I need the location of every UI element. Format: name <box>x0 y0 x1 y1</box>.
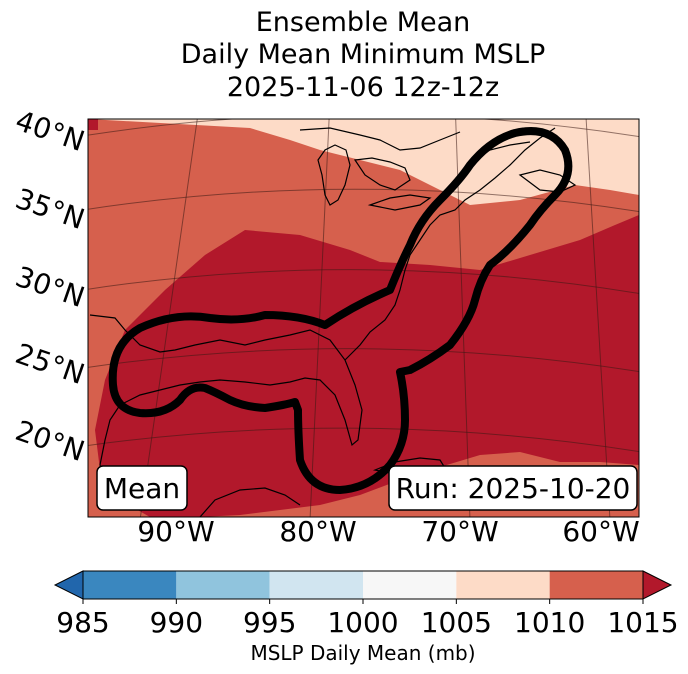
colorbar-tick-label-6: 1015 <box>607 606 678 639</box>
colorbar-bin-2 <box>269 571 363 599</box>
title-line-2: Daily Mean Minimum MSLP <box>181 39 546 70</box>
colorbar-bin-4 <box>456 571 550 599</box>
field-core-corner <box>88 119 98 130</box>
title-line-1: Ensemble Mean <box>256 7 471 38</box>
mean-box: Mean <box>96 465 188 511</box>
lon-label-60w: 60°W <box>562 515 639 548</box>
latitude-labels: 40°N 35°N 30°N 25°N 20°N <box>11 104 88 468</box>
title-line-3: 2025-11-06 12z-12z <box>227 72 499 103</box>
lat-label-25: 25°N <box>11 337 88 391</box>
colorbar-tick-label-0: 985 <box>56 606 109 639</box>
colorbar-label: MSLP Daily Mean (mb) <box>250 641 475 665</box>
colorbar-bin-5 <box>549 571 643 599</box>
lat-label-20: 20°N <box>11 414 88 468</box>
colorbar-bin-0 <box>83 571 177 599</box>
run-label: Run: 2025-10-20 <box>396 472 631 505</box>
map-area <box>88 119 639 517</box>
mean-label: Mean <box>104 472 180 505</box>
colorbar-tick-label-3: 1000 <box>327 606 398 639</box>
colorbar-under-arrow <box>53 570 84 600</box>
run-box: Run: 2025-10-20 <box>388 465 638 511</box>
contour-outline <box>108 127 573 494</box>
colorbar-tick-label-2: 995 <box>243 606 296 639</box>
lon-label-70w: 70°W <box>421 515 498 548</box>
field-core <box>95 215 639 517</box>
colorbar-tick-label-5: 1010 <box>514 606 585 639</box>
lat-label-35: 35°N <box>11 182 88 236</box>
colorbar-tick-label-4: 1005 <box>421 606 492 639</box>
lat-label-30: 30°N <box>11 260 88 314</box>
lon-label-80w: 80°W <box>279 515 356 548</box>
longitude-labels: 90°W 80°W 70°W 60°W <box>137 515 639 548</box>
colorbar: 985 990 995 1000 1005 1010 1015 <box>53 570 679 639</box>
lon-label-90w: 90°W <box>137 515 214 548</box>
colorbar-bin-1 <box>176 571 270 599</box>
map-frame <box>87 118 640 518</box>
colorbar-over-arrow <box>642 570 673 600</box>
lat-label-40: 40°N <box>11 104 88 158</box>
colorbar-tick-label-1: 990 <box>150 606 203 639</box>
colorbar-bin-3 <box>363 571 457 599</box>
mean-box-frame <box>96 465 188 511</box>
chart-title: Ensemble Mean Daily Mean Minimum MSLP 20… <box>181 7 546 103</box>
graticule <box>88 119 639 517</box>
run-box-frame <box>388 465 638 511</box>
